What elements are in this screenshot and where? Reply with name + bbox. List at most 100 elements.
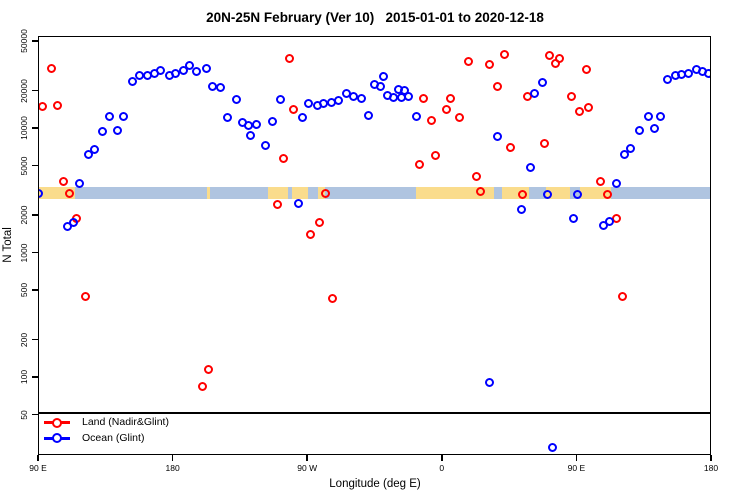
ocean-data-point <box>202 63 212 73</box>
y-axis-tick-label: 50000 <box>19 29 29 53</box>
ocean-data-point <box>573 189 583 199</box>
land-data-point <box>64 188 74 198</box>
y-axis-tick <box>32 376 38 378</box>
land-band-segment <box>268 187 288 200</box>
land-data-point <box>485 59 495 69</box>
y-axis-tick <box>32 127 38 129</box>
ocean-data-point <box>304 99 314 109</box>
ocean-data-point <box>38 188 43 198</box>
ocean-data-point <box>127 76 137 86</box>
ocean-data-point <box>334 95 344 105</box>
y-axis-tick <box>32 413 38 416</box>
x-axis-tick <box>575 455 578 461</box>
land-data-point <box>81 292 91 302</box>
land-data-point <box>414 159 424 169</box>
ocean-data-point <box>485 378 495 388</box>
ocean-data-point <box>268 116 278 126</box>
x-axis-title: Longitude (deg E) <box>329 478 421 490</box>
land-data-point <box>38 102 47 112</box>
y-axis-tick <box>32 40 38 42</box>
ocean-data-point <box>655 111 665 121</box>
land-data-point <box>455 112 465 122</box>
ocean-data-point <box>275 94 285 104</box>
land-data-point <box>52 101 62 111</box>
y-axis-tick-label: 100 <box>19 369 29 385</box>
ocean-data-point <box>75 179 85 189</box>
ocean-data-point <box>112 125 122 135</box>
ocean-data-point <box>612 178 622 188</box>
ocean-data-point <box>156 65 166 75</box>
land-data-point <box>476 186 486 196</box>
land-data-point <box>574 107 584 117</box>
x-axis-tick <box>306 455 308 461</box>
y-axis-tick-label: 2000 <box>19 205 29 225</box>
ocean-data-point <box>375 82 385 92</box>
y-axis-tick <box>32 89 38 92</box>
land-data-point <box>540 138 550 148</box>
ocean-data-point <box>364 110 374 120</box>
x-axis-tick <box>441 455 443 461</box>
ocean-data-point <box>105 111 115 121</box>
ocean-data-point <box>604 216 614 226</box>
ocean-data-point <box>90 145 100 155</box>
ocean-data-point <box>634 126 644 136</box>
x-axis-tick <box>171 455 174 461</box>
ocean-data-point <box>568 213 578 223</box>
land-data-point <box>595 176 605 186</box>
legend-marker-circle <box>52 433 62 443</box>
y-axis-tick <box>32 214 38 216</box>
y-axis-tick <box>32 251 38 254</box>
legend-marker-circle <box>52 417 62 428</box>
x-axis-tick <box>37 455 39 461</box>
land-data-point <box>583 103 593 113</box>
land-data-point <box>431 150 441 160</box>
x-axis-tick-label: 180 <box>165 463 180 473</box>
land-data-point <box>320 188 330 198</box>
land-data-point <box>284 54 294 64</box>
ocean-data-point <box>649 124 659 134</box>
chart-title: 20N-25N February (Ver 10) 2015-01-01 to … <box>206 10 544 25</box>
ocean-data-point <box>643 111 653 121</box>
ocean-data-point <box>260 141 270 151</box>
ocean-data-point <box>223 113 233 123</box>
land-data-point <box>198 381 207 391</box>
y-axis-tick-label: 50 <box>19 409 29 420</box>
ocean-data-point <box>245 131 255 141</box>
y-axis-tick <box>32 164 38 167</box>
y-axis-tick <box>32 289 38 291</box>
ocean-data-point <box>184 60 194 70</box>
land-data-point <box>603 189 613 199</box>
land-band-segment <box>206 187 210 200</box>
y-axis-tick-label: 10000 <box>19 116 29 140</box>
land-band-segment <box>416 187 495 200</box>
ocean-data-point <box>298 113 308 123</box>
land-band-segment <box>546 187 571 200</box>
ocean-data-point <box>530 88 540 98</box>
y-axis-title: N Total <box>2 227 14 263</box>
land-data-point <box>567 92 577 102</box>
ocean-data-point <box>411 112 421 122</box>
land-data-point <box>446 93 456 103</box>
ocean-data-point <box>293 199 303 209</box>
ocean-data-point <box>378 71 388 81</box>
legend-divider-line <box>38 412 711 414</box>
ocean-data-point <box>215 83 225 93</box>
ocean-data-point <box>118 111 128 121</box>
ocean-data-point <box>84 149 94 159</box>
land-data-point <box>471 172 481 182</box>
ocean-data-point <box>404 91 414 101</box>
ocean-data-point <box>543 189 553 199</box>
ocean-data-point <box>492 131 502 141</box>
land-data-point <box>492 82 502 92</box>
land-data-point <box>582 64 592 74</box>
x-axis-tick-label: 90 E <box>567 463 586 473</box>
x-axis-tick-label: 90 E <box>29 463 47 473</box>
ocean-data-point <box>356 94 366 104</box>
land-data-point <box>328 293 338 303</box>
ocean-data-point <box>525 162 535 172</box>
ocean-data-point <box>232 94 242 104</box>
y-axis-tick-label: 5000 <box>19 156 29 175</box>
land-band-segment <box>292 187 308 200</box>
ocean-data-point <box>97 126 107 136</box>
